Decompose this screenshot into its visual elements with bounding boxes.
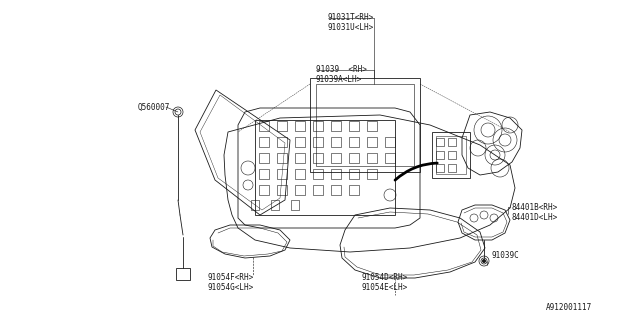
Text: 84401D<LH>: 84401D<LH> (512, 212, 558, 221)
Bar (277, 153, 287, 163)
Bar (331, 153, 341, 163)
Bar (295, 169, 305, 179)
Text: 84401B<RH>: 84401B<RH> (512, 203, 558, 212)
Bar (295, 185, 305, 195)
Text: 91054F<RH>: 91054F<RH> (208, 274, 254, 283)
Text: 91054G<LH>: 91054G<LH> (208, 284, 254, 292)
Bar (331, 169, 341, 179)
Bar (259, 169, 269, 179)
Bar (277, 169, 287, 179)
Bar (349, 185, 359, 195)
Bar (291, 200, 299, 210)
Bar (331, 121, 341, 131)
Bar (436, 138, 444, 146)
Bar (259, 137, 269, 147)
Bar (277, 121, 287, 131)
Bar (448, 151, 456, 159)
Text: 91039C: 91039C (491, 251, 519, 260)
Text: A912001117: A912001117 (546, 302, 592, 311)
Text: 91039  <RH>: 91039 <RH> (316, 66, 367, 75)
Bar (259, 185, 269, 195)
Bar (436, 164, 444, 172)
Bar (277, 137, 287, 147)
Bar (367, 137, 377, 147)
Bar (313, 137, 323, 147)
Bar (295, 137, 305, 147)
Bar (436, 151, 444, 159)
Text: Q560007: Q560007 (138, 102, 170, 111)
Bar (259, 121, 269, 131)
Bar (367, 153, 377, 163)
Circle shape (482, 259, 486, 263)
Bar (349, 137, 359, 147)
Text: 91054D<RH>: 91054D<RH> (362, 274, 408, 283)
Bar (277, 185, 287, 195)
Bar (331, 137, 341, 147)
Bar (271, 200, 279, 210)
Text: 91054E<LH>: 91054E<LH> (362, 284, 408, 292)
Text: 91039A<LH>: 91039A<LH> (316, 76, 362, 84)
Bar (349, 121, 359, 131)
Bar (313, 153, 323, 163)
Bar (349, 153, 359, 163)
Bar (448, 138, 456, 146)
Bar (313, 121, 323, 131)
Bar (448, 164, 456, 172)
Bar (385, 137, 395, 147)
Bar (313, 169, 323, 179)
Bar (331, 185, 341, 195)
Text: 91031T<RH>: 91031T<RH> (328, 13, 374, 22)
Bar (349, 169, 359, 179)
Bar (251, 200, 259, 210)
Bar (385, 153, 395, 163)
Bar (367, 169, 377, 179)
Bar (367, 121, 377, 131)
Bar (313, 185, 323, 195)
Bar (295, 121, 305, 131)
Text: 91031U<LH>: 91031U<LH> (328, 23, 374, 33)
Bar (259, 153, 269, 163)
Bar (295, 153, 305, 163)
